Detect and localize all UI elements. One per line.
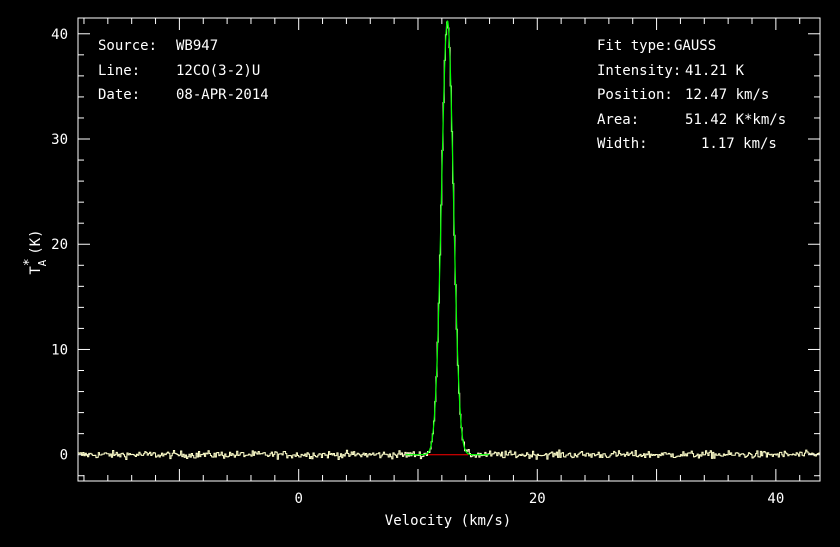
y-axis-label-sub: A: [36, 259, 49, 266]
info-intensity-key: Intensity:: [597, 63, 681, 79]
x-tick-labels: 0 20 40: [294, 491, 784, 507]
y-tick-label-0: 0: [60, 448, 68, 464]
x-tick-label-40: 40: [767, 491, 784, 507]
x-tick-label-20: 20: [529, 491, 546, 507]
y-axis-label-unit: (K): [28, 229, 44, 254]
info-line-key: Line:: [98, 63, 140, 79]
info-right: Fit type: GAUSS Intensity: 41.21 K Posit…: [597, 38, 786, 152]
info-intensity-value: 41.21 K: [685, 63, 745, 79]
y-tick-label-30: 30: [51, 132, 68, 148]
info-date-key: Date:: [98, 87, 140, 103]
gaussian-fit-line: [405, 20, 490, 456]
y-tick-label-10: 10: [51, 342, 68, 358]
y-tick-label-20: 20: [51, 237, 68, 253]
info-fit-type-value: GAUSS: [674, 38, 716, 54]
info-width-value: 1.17 km/s: [701, 136, 777, 152]
plot-frame: [77, 17, 821, 482]
y-axis-label: T*A (K): [22, 229, 49, 274]
y-tick-labels: 0 10 20 30 40: [51, 27, 68, 464]
y-tick-label-40: 40: [51, 27, 68, 43]
info-left: Source: WB947 Line: 12CO(3-2)U Date: 08-…: [98, 38, 269, 103]
axis-ticks: [78, 18, 820, 481]
svg-text:T*A(K): T*A (K): [22, 229, 49, 274]
info-fit-type-key: Fit type:: [597, 38, 673, 54]
x-axis-label: Velocity (km/s): [385, 513, 511, 529]
info-position-key: Position:: [597, 87, 673, 103]
info-position-value: 12.47 km/s: [685, 87, 769, 103]
info-area-key: Area:: [597, 112, 639, 128]
info-width-key: Width:: [597, 136, 648, 152]
info-source-key: Source:: [98, 38, 157, 54]
y-axis-label-sup: *: [22, 258, 37, 266]
x-tick-label-0: 0: [294, 491, 302, 507]
info-source-value: WB947: [176, 38, 218, 54]
info-date-value: 08-APR-2014: [176, 87, 269, 103]
info-line-value: 12CO(3-2)U: [176, 63, 260, 79]
info-area-value: 51.42 K*km/s: [685, 112, 786, 128]
y-axis-label-main: T: [28, 266, 44, 275]
